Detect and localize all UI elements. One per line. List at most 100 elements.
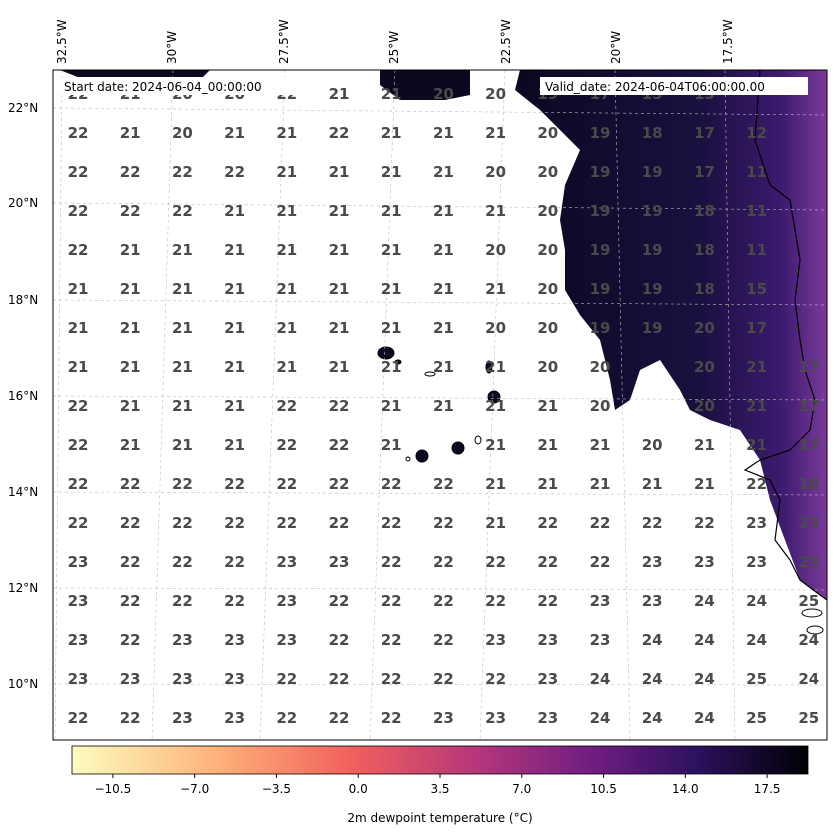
island [806, 625, 824, 635]
dark-patch-top [380, 70, 470, 100]
grid-value-label: 22 [537, 553, 558, 571]
grid-value-label: 21 [381, 319, 402, 337]
grid-value-label: 23 [224, 709, 245, 727]
grid-value-label: 22 [120, 163, 141, 181]
grid-value-label: 22 [537, 592, 558, 610]
grid-value-label: 17 [694, 163, 715, 181]
grid-value-label: 22 [381, 553, 402, 571]
grid-value-label: 23 [224, 631, 245, 649]
grid-value-label: 23 [798, 514, 819, 532]
lon-label: 30°W [165, 31, 179, 64]
grid-value-label: 20 [433, 85, 454, 103]
grid-value-label: 19 [590, 280, 611, 298]
grid-value-label: 21 [485, 397, 506, 415]
grid-value-label: 21 [120, 358, 141, 376]
grid-value-label: 18 [694, 241, 715, 259]
grid-value-label: 21 [224, 436, 245, 454]
grid-value-label: 21 [381, 358, 402, 376]
grid-value-label: 23 [537, 709, 558, 727]
grid-value-label: 21 [276, 124, 297, 142]
grid-value-label: 23 [537, 631, 558, 649]
grid-value-label: 21 [172, 358, 193, 376]
grid-value-label: 21 [172, 319, 193, 337]
value-grid: 2221202022212120201917151322212021212221… [68, 85, 820, 727]
grid-value-label: 22 [329, 514, 350, 532]
grid-value-label: 22 [329, 631, 350, 649]
grid-value-label: 20 [537, 319, 558, 337]
grid-value-label: 22 [329, 670, 350, 688]
colorbar-tick-label: −10.5 [94, 782, 131, 796]
grid-value-label: 22 [276, 670, 297, 688]
grid-value-label: 23 [172, 631, 193, 649]
grid-value-label: 22 [172, 202, 193, 220]
grid-value-label: 21 [381, 280, 402, 298]
grid-value-label: 24 [694, 631, 715, 649]
grid-value-label: 23 [694, 553, 715, 571]
lon-label: 17.5°W [721, 19, 735, 64]
grid-value-label: 20 [537, 202, 558, 220]
grid-value-label: 11 [746, 241, 767, 259]
grid-value-label: 21 [590, 436, 611, 454]
island [485, 360, 493, 374]
grid-value-label: 24 [798, 670, 819, 688]
grid-value-label: 19 [642, 319, 663, 337]
grid-value-label: 19 [642, 202, 663, 220]
grid-value-label: 22 [590, 514, 611, 532]
grid-value-label: 23 [746, 514, 767, 532]
grid-value-label: 22 [433, 631, 454, 649]
grid-value-label: 22 [329, 397, 350, 415]
lat-label: 16°N [8, 389, 38, 403]
grid-value-label: 19 [642, 280, 663, 298]
grid-value-label: 21 [224, 280, 245, 298]
grid-value-label: 21 [694, 436, 715, 454]
grid-value-label: 24 [590, 670, 611, 688]
grid-value-label: 22 [120, 631, 141, 649]
grid-value-label: 21 [485, 124, 506, 142]
grid-value-label: 22 [433, 670, 454, 688]
grid-value-label: 22 [68, 436, 89, 454]
grid-value-label: 21 [433, 241, 454, 259]
grid-value-label: 21 [329, 202, 350, 220]
grid-value-label: 19 [590, 124, 611, 142]
grid-value-label: 21 [537, 436, 558, 454]
grid-value-label: 20 [694, 397, 715, 415]
grid-value-label: 22 [276, 709, 297, 727]
island [474, 435, 482, 445]
grid-value-label: 23 [172, 709, 193, 727]
grid-value-label: 19 [590, 202, 611, 220]
grid-value-label: 22 [172, 163, 193, 181]
grid-value-label: 23 [120, 670, 141, 688]
longitude-labels: 32.5°W 30°W 27.5°W 25°W 22.5°W 20°W 17.5… [55, 19, 735, 64]
grid-value-label: 17 [746, 319, 767, 337]
island [377, 346, 395, 360]
grid-value-label: 21 [642, 475, 663, 493]
grid-value-label: 21 [485, 280, 506, 298]
lat-label: 20°N [8, 196, 38, 210]
grid-value-label: 20 [485, 319, 506, 337]
grid-value-label: 21 [120, 280, 141, 298]
grid-value-label: 23 [485, 709, 506, 727]
grid-value-label: 23 [172, 670, 193, 688]
grid-value-label: 21 [224, 202, 245, 220]
grid-value-label: 20 [590, 397, 611, 415]
colorbar-gradient [71, 745, 809, 775]
start-date-label: Start date: 2024-06-04_00:00:00 [64, 80, 262, 94]
grid-value-label: 22 [68, 514, 89, 532]
grid-value-label: 22 [381, 709, 402, 727]
island [801, 608, 823, 618]
grid-value-label: 24 [642, 670, 663, 688]
grid-value-label: 21 [694, 475, 715, 493]
lon-label: 20°W [609, 31, 623, 64]
grid-value-label: 24 [642, 709, 663, 727]
grid-value-label: 23 [329, 553, 350, 571]
grid-value-label: 19 [590, 163, 611, 181]
grid-value-label: 20 [537, 280, 558, 298]
grid-value-label: 21 [120, 397, 141, 415]
grid-value-label: 24 [746, 592, 767, 610]
grid-value-label: 20 [485, 241, 506, 259]
grid-value-label: 22 [224, 553, 245, 571]
grid-value-label: 22 [172, 592, 193, 610]
grid-value-label: 22 [381, 592, 402, 610]
grid-value-label: 23 [276, 592, 297, 610]
colorbar-tick-label: 3.5 [430, 782, 449, 796]
